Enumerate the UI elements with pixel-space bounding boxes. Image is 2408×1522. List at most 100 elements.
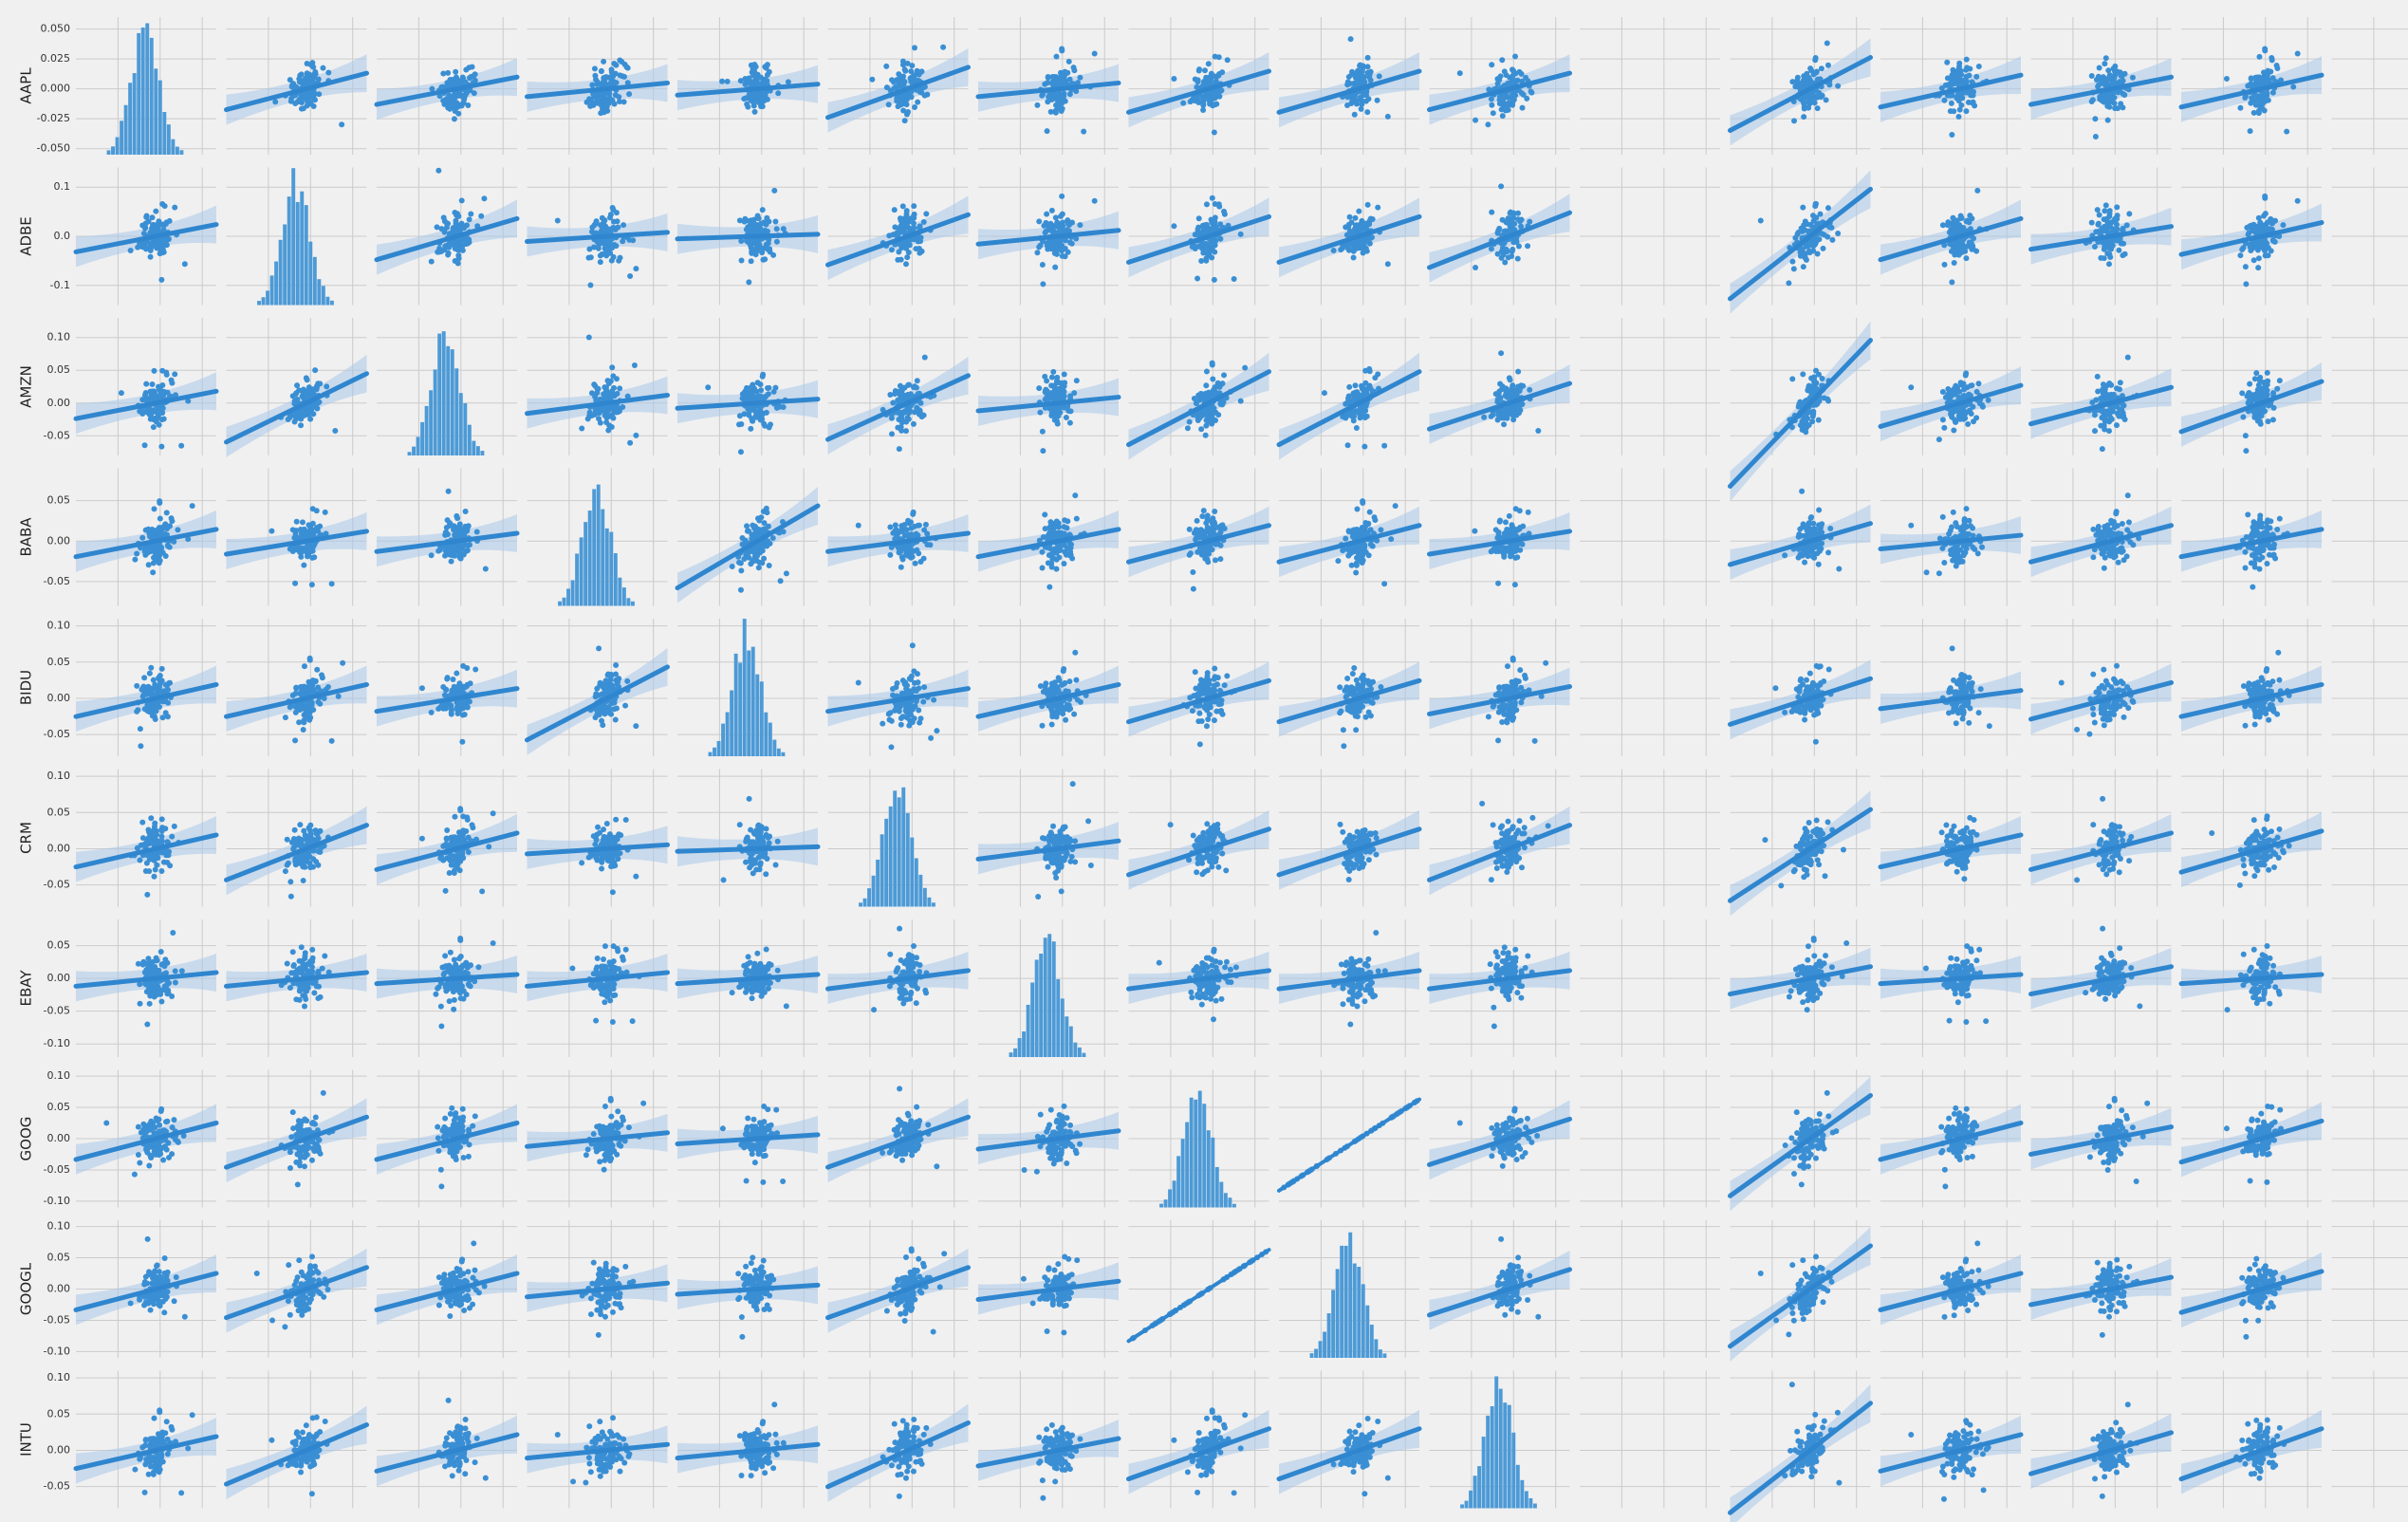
scatter-point	[1059, 47, 1065, 54]
scatter-point	[1195, 77, 1201, 84]
scatter-point	[455, 213, 462, 219]
scatter-point	[310, 71, 317, 78]
scatter-point	[189, 503, 195, 510]
scatter-point	[909, 215, 916, 222]
scatter-point	[1950, 214, 1956, 221]
scatter-point	[2251, 109, 2257, 116]
scatter-point	[741, 96, 748, 102]
scatter-point	[466, 216, 472, 223]
scatter-point	[612, 92, 619, 99]
scatter-point	[161, 203, 168, 210]
histogram-bar	[140, 28, 145, 156]
scatter-point	[1231, 275, 1237, 282]
scatter-point	[178, 442, 185, 449]
scatter-point	[1212, 200, 1218, 207]
scatter-point	[147, 396, 154, 402]
scatter-point	[1219, 69, 1226, 76]
scatter-point	[583, 99, 590, 105]
scatter-point	[1948, 393, 1954, 399]
scatter-point	[736, 413, 743, 419]
scatter-point	[463, 90, 470, 97]
scatter-point	[272, 99, 279, 105]
scatter-point	[2102, 55, 2109, 62]
scatter-point	[1363, 413, 1370, 419]
scatter-point	[2095, 82, 2102, 88]
scatter-point	[2239, 246, 2246, 252]
scatter-point	[175, 527, 181, 533]
scatter-point	[901, 118, 908, 124]
scatter-point	[1075, 80, 1082, 86]
scatter-point	[1970, 92, 1976, 99]
scatter-point	[1963, 255, 1970, 262]
scatter-point	[756, 100, 763, 106]
scatter-point	[751, 78, 758, 84]
scatter-point	[1359, 101, 1365, 107]
scatter-point	[1242, 364, 1249, 371]
cell-r1-c15	[2331, 167, 2408, 306]
cell-r1-c6	[975, 167, 1121, 306]
scatter-point	[2094, 373, 2101, 380]
cell-r1-c11	[1728, 167, 1873, 314]
scatter-point	[759, 207, 766, 213]
scatter-point	[159, 405, 166, 412]
regression-line	[1728, 55, 1873, 134]
scatter-point	[2255, 110, 2262, 117]
scatter-point	[1212, 53, 1218, 60]
scatter-point	[1346, 383, 1353, 390]
scatter-point	[599, 223, 605, 230]
scatter-point	[1958, 250, 1965, 256]
cell-r1-c0	[73, 167, 219, 306]
histogram-bar	[283, 224, 287, 306]
cell-r2-c11	[1728, 318, 1873, 502]
scatter-point	[2269, 417, 2276, 423]
scatter-point	[1941, 97, 1948, 103]
cell-r0-c3	[525, 17, 670, 155]
scatter-point	[1812, 57, 1819, 64]
scatter-point	[2126, 211, 2133, 217]
y-tick-label: -0.025	[37, 112, 70, 124]
scatter-point	[2118, 101, 2124, 107]
cell-r2-c7	[1126, 318, 1271, 460]
scatter-point	[1505, 80, 1511, 86]
scatter-point	[300, 386, 306, 393]
cell-r2-c0	[73, 318, 219, 455]
scatter-point	[1494, 76, 1501, 83]
scatter-point	[1068, 240, 1075, 247]
scatter-point	[2095, 220, 2102, 227]
scatter-point	[151, 227, 157, 233]
scatter-point	[1216, 93, 1223, 100]
scatter-point	[1498, 183, 1505, 190]
scatter-point	[1061, 371, 1067, 378]
scatter-point	[2261, 379, 2268, 385]
y-tick-label: -0.05	[44, 575, 70, 587]
scatter-point	[2246, 230, 2252, 236]
scatter-point	[773, 404, 780, 411]
scatter-point	[586, 246, 593, 252]
scatter-point	[750, 102, 757, 109]
histogram-bar	[454, 368, 459, 455]
scatter-point	[295, 98, 302, 104]
scatter-point	[1514, 255, 1521, 262]
scatter-point	[1963, 79, 1970, 85]
cell-r1-c1	[226, 167, 367, 306]
scatter-point	[1180, 100, 1187, 106]
scatter-point	[149, 380, 156, 387]
scatter-point	[310, 103, 317, 110]
scatter-point	[312, 367, 319, 374]
scatter-point	[1221, 372, 1228, 379]
scatter-point	[458, 197, 465, 204]
scatter-point	[1353, 424, 1360, 431]
scatter-point	[2269, 54, 2275, 61]
scatter-point	[157, 515, 163, 522]
scatter-point	[890, 79, 897, 85]
scatter-point	[1945, 385, 1952, 392]
histogram-bar	[287, 196, 291, 306]
histogram-bar	[325, 296, 330, 306]
scatter-point	[2251, 257, 2257, 264]
scatter-point	[1951, 427, 1957, 434]
scatter-point	[905, 381, 912, 388]
scatter-point	[1344, 412, 1351, 418]
scatter-point	[1202, 92, 1209, 99]
scatter-point	[589, 82, 596, 88]
histogram-bar	[458, 393, 463, 455]
